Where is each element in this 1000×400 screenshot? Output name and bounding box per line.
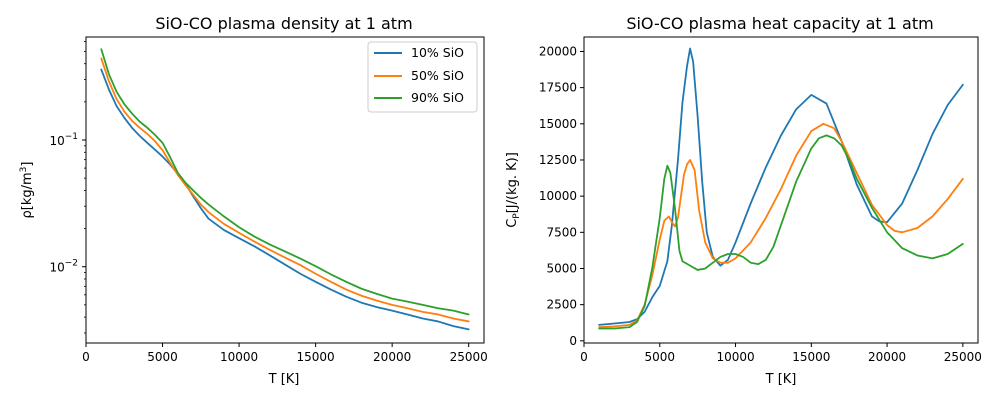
heat-capacity-chart-title: SiO-CO plasma heat capacity at 1 atm [626, 14, 933, 33]
density-axes-frame [85, 36, 485, 344]
density-chart: SiO-CO plasma density at 1 atm 0 5000 1000… [19, 14, 488, 387]
heat-capacity-y-axis-label: CP[J/(kg. K)] [505, 152, 522, 228]
heat-capacity-x-axis-label: T [K] [765, 372, 797, 387]
y-tick-label: 17500 [539, 81, 577, 95]
x-tick-label: 25000 [450, 350, 488, 364]
series-line-90-sio-heat-capacity [598, 134, 964, 330]
x-tick-label: 5000 [644, 350, 675, 364]
density-chart-title: SiO-CO plasma density at 1 atm [155, 14, 412, 33]
x-tick-label: 15000 [792, 350, 830, 364]
y-tick-label: 0 [569, 334, 577, 348]
y-tick-label: 10−2 [49, 259, 78, 275]
x-tick-label: 10000 [220, 350, 258, 364]
legend-entry-50-sio: 50% SiO [374, 68, 464, 83]
y-tick-label: 20000 [539, 44, 577, 58]
x-tick-label: 25000 [944, 350, 982, 364]
x-tick-label: 10000 [716, 350, 754, 364]
series-line-50-sio-density [100, 57, 470, 323]
y-tick-label: 2500 [546, 298, 577, 312]
heat-capacity-chart: SiO-CO plasma heat capacity at 1 atm 0 50… [505, 14, 982, 387]
x-tick-label: 0 [82, 350, 90, 364]
density-x-ticks: 0 5000 10000 15000 20000 25000 [82, 343, 488, 364]
density-x-axis-label: T [K] [268, 372, 300, 387]
density-y-axis-label: ρ[kg/m3] [19, 162, 35, 219]
y-tick-label: 10−1 [49, 132, 78, 148]
heat-capacity-y-ticks: 0 2500 5000 7500 10000 12500 15000 17500 20000 [539, 44, 584, 348]
x-tick-label: 15000 [297, 350, 335, 364]
legend-entry-90-sio: 90% SiO [374, 90, 464, 105]
heat-capacity-axes-frame [583, 36, 979, 344]
density-legend: 10% SiO 50% SiO 90% SiO [367, 41, 478, 113]
x-tick-label: 20000 [373, 350, 411, 364]
x-tick-label: 20000 [868, 350, 906, 364]
y-tick-label: 15000 [539, 117, 577, 131]
y-tick-label: 10000 [539, 189, 577, 203]
heat-capacity-x-ticks: 0 5000 10000 15000 20000 25000 [580, 343, 982, 364]
heat-capacity-series-lines [598, 47, 964, 330]
density-y-ticks: 10−2 10−1 [49, 41, 86, 334]
legend-label-50-sio: 50% SiO [411, 68, 464, 83]
legend-label-10-sio: 10% SiO [411, 45, 464, 60]
series-line-10-sio-density [100, 68, 470, 331]
y-tick-label: 12500 [539, 153, 577, 167]
series-line-90-sio-density [100, 48, 470, 316]
legend-label-90-sio: 90% SiO [411, 90, 464, 105]
density-series-lines [100, 48, 470, 331]
y-tick-label: 7500 [546, 225, 577, 239]
legend-entry-10-sio: 10% SiO [374, 45, 464, 60]
y-tick-label: 5000 [546, 261, 577, 275]
x-tick-label: 0 [580, 350, 588, 364]
x-tick-label: 5000 [147, 350, 178, 364]
